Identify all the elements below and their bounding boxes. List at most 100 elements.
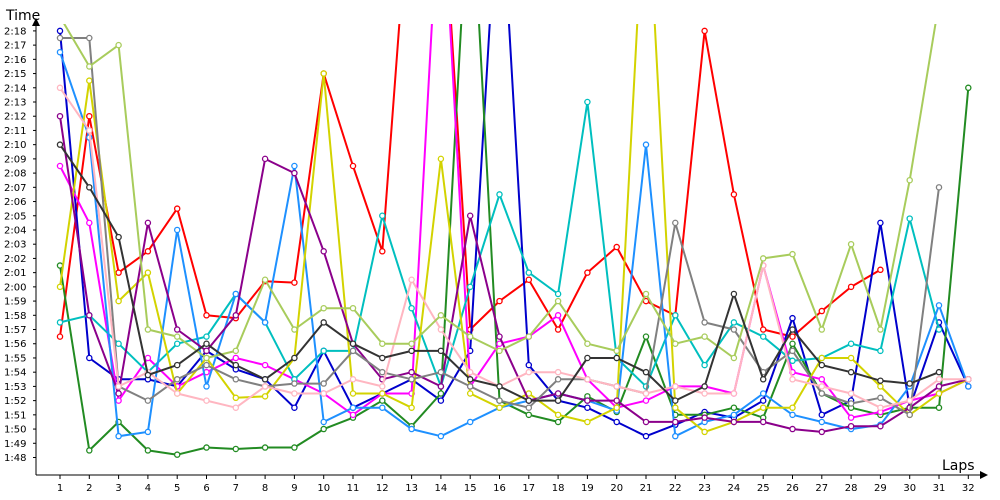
data-point [115, 233, 122, 241]
data-point [86, 184, 93, 191]
data-point [584, 340, 591, 347]
data-point [877, 219, 884, 227]
data-point [466, 212, 474, 220]
x-tick-label: 2 [86, 483, 92, 494]
data-point [789, 326, 796, 333]
data-point [173, 390, 181, 397]
data-point [672, 418, 679, 426]
y-tick-label: 1:48 [4, 453, 26, 464]
data-point [554, 418, 562, 426]
data-point [847, 240, 855, 248]
x-tick-label: 5 [174, 483, 180, 494]
y-tick-label: 2:16 [4, 55, 26, 66]
data-point [320, 347, 327, 355]
data-point [642, 290, 650, 298]
data-point [320, 425, 327, 433]
data-point [320, 319, 327, 326]
series-line [59, 24, 969, 433]
data-point [349, 411, 357, 419]
y-tick-label: 1:49 [4, 439, 26, 450]
data-point [672, 383, 679, 390]
data-point [672, 397, 679, 404]
data-point [56, 112, 64, 120]
data-point [818, 418, 826, 426]
data-point [173, 205, 181, 212]
series-line [60, 37, 940, 416]
data-point [232, 394, 240, 402]
data-point [935, 184, 943, 191]
data-point [232, 312, 240, 319]
data-point [525, 276, 533, 283]
data-point [759, 418, 767, 426]
data-point [642, 333, 650, 340]
series-11 [57, 14, 937, 362]
data-point [554, 397, 562, 404]
data-point [86, 127, 93, 134]
data-point [86, 354, 93, 362]
data-point [466, 368, 474, 376]
data-point [906, 411, 913, 419]
data-point [56, 48, 64, 56]
data-point [584, 397, 591, 404]
data-point [291, 169, 298, 177]
data-point [291, 444, 298, 451]
data-point [437, 347, 445, 355]
data-point [408, 304, 415, 312]
data-point [115, 269, 122, 276]
data-point [847, 414, 855, 421]
data-point [525, 397, 533, 404]
y-tick-label: 2:03 [4, 240, 26, 251]
y-tick-label: 1:55 [4, 353, 26, 364]
data-point [935, 376, 943, 383]
y-tick-label: 1:56 [4, 339, 26, 350]
data-point [349, 340, 357, 347]
data-point [496, 397, 503, 404]
data-point [701, 390, 708, 397]
data-point [730, 191, 738, 198]
data-point [173, 340, 181, 347]
data-point [232, 354, 240, 362]
data-point [935, 383, 943, 390]
data-point [877, 347, 884, 355]
data-point [408, 368, 415, 376]
data-point [847, 340, 855, 347]
axis-layer: 1 2 3 4 5 6 7 8 9 10 11 12 13 14 15 16 17 18 19 20 21 22 23 24 2… [4, 18, 988, 494]
data-point [379, 212, 386, 220]
data-point [115, 383, 122, 390]
data-point [86, 447, 93, 454]
data-point [789, 425, 796, 433]
data-point [379, 390, 386, 397]
y-tick-label: 2:14 [4, 83, 26, 94]
data-point [86, 34, 93, 42]
data-point [730, 326, 738, 333]
data-point [320, 248, 327, 255]
data-point [291, 162, 298, 170]
data-point [642, 432, 650, 440]
data-point [203, 312, 210, 319]
x-tick-label: 27 [815, 483, 828, 494]
series-line [59, 24, 970, 438]
data-point [408, 404, 415, 411]
data-point [466, 283, 474, 291]
data-point [466, 390, 474, 397]
x-axis-title: Laps [942, 458, 975, 474]
y-tick-label: 2:18 [4, 26, 26, 37]
data-point [320, 380, 327, 387]
data-point [144, 354, 152, 362]
data-point [379, 383, 386, 390]
data-point [877, 422, 884, 430]
data-point [57, 14, 62, 19]
data-point [847, 400, 855, 407]
data-point [203, 354, 210, 362]
data-point [144, 428, 152, 436]
series-line [59, 144, 940, 402]
data-point [730, 290, 738, 298]
data-point [144, 371, 152, 379]
data-point [466, 333, 474, 340]
data-point [554, 326, 562, 333]
series-line [59, 24, 970, 456]
y-tick-label: 1:59 [4, 297, 26, 308]
y-tick-label: 2:04 [4, 225, 26, 236]
y-tick-label: 2:01 [4, 268, 26, 279]
x-tick-label: 10 [317, 483, 330, 494]
